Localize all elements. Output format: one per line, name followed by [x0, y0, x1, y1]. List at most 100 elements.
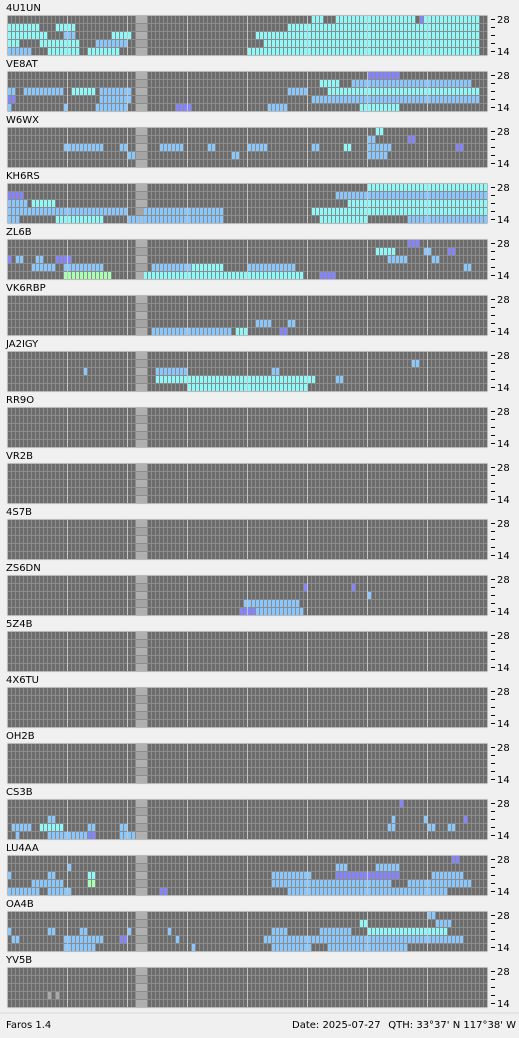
- spot-cell: [200, 264, 203, 271]
- spot-cell: [52, 928, 55, 935]
- spot-cell: [388, 80, 391, 87]
- spot-cell: [16, 32, 19, 39]
- spot-cell: [264, 608, 267, 615]
- spot-cell: [68, 24, 71, 31]
- spot-cell: [424, 880, 427, 887]
- spot-cell: [324, 216, 327, 223]
- spot-cell: [164, 264, 167, 271]
- spot-cell: [420, 208, 423, 215]
- spot-cell: [128, 88, 131, 95]
- spot-cell: [40, 208, 43, 215]
- spot-cell: [276, 880, 279, 887]
- spot-cell: [180, 368, 183, 375]
- spot-cell: [464, 816, 467, 823]
- spot-cell: [452, 96, 455, 103]
- spot-cell: [372, 32, 375, 39]
- date: Date: 2025-07-27: [292, 1020, 381, 1031]
- spot-cell: [412, 136, 415, 143]
- spot-cell: [352, 888, 355, 895]
- now-marker: [136, 32, 147, 39]
- spot-cell: [428, 928, 431, 935]
- spot-cell: [76, 48, 79, 55]
- spot-cell: [84, 88, 87, 95]
- spot-cell: [272, 928, 275, 935]
- spot-cell: [456, 96, 459, 103]
- spot-cell: [44, 264, 47, 271]
- spot-cell: [64, 104, 67, 111]
- spot-cell: [276, 32, 279, 39]
- spot-cell: [456, 16, 459, 23]
- spot-cell: [164, 144, 167, 151]
- spot-cell: [28, 32, 31, 39]
- spot-cell: [312, 40, 315, 47]
- spot-cell: [388, 88, 391, 95]
- spot-cell: [92, 872, 95, 879]
- spot-cell: [100, 216, 103, 223]
- spot-cell: [368, 208, 371, 215]
- spot-cell: [52, 872, 55, 879]
- spot-cell: [88, 936, 91, 943]
- spot-cell: [224, 328, 227, 335]
- spot-cell: [484, 200, 487, 207]
- band-label-top: 28: [497, 967, 510, 978]
- spot-cell: [400, 24, 403, 31]
- spot-cell: [312, 24, 315, 31]
- spot-cell: [400, 256, 403, 263]
- spot-cell: [444, 96, 447, 103]
- spot-cell: [412, 48, 415, 55]
- spot-cell: [324, 936, 327, 943]
- spot-cell: [252, 48, 255, 55]
- spot-cell: [444, 216, 447, 223]
- spot-cell: [44, 200, 47, 207]
- spot-cell: [68, 936, 71, 943]
- now-marker: [136, 856, 147, 863]
- spot-cell: [80, 272, 83, 279]
- spot-cell: [276, 40, 279, 47]
- spot-cell: [380, 152, 383, 159]
- spot-cell: [308, 376, 311, 383]
- spot-cell: [76, 40, 79, 47]
- spot-cell: [48, 40, 51, 47]
- spot-cell: [448, 824, 451, 831]
- spot-cell: [264, 600, 267, 607]
- spot-cell: [168, 368, 171, 375]
- spot-cell: [52, 200, 55, 207]
- spot-cell: [272, 384, 275, 391]
- spot-cell: [180, 216, 183, 223]
- spot-cell: [296, 936, 299, 943]
- band-label-top: 28: [497, 183, 510, 194]
- spot-cell: [340, 48, 343, 55]
- spot-cell: [472, 88, 475, 95]
- spot-cell: [412, 40, 415, 47]
- spot-cell: [268, 384, 271, 391]
- spot-cell: [412, 200, 415, 207]
- spot-cell: [68, 272, 71, 279]
- spot-cell: [300, 872, 303, 879]
- spot-cell: [248, 48, 251, 55]
- spot-cell: [68, 944, 71, 951]
- spot-cell: [472, 216, 475, 223]
- spot-cell: [368, 104, 371, 111]
- spot-cell: [324, 272, 327, 279]
- spot-cell: [216, 264, 219, 271]
- spot-cell: [268, 104, 271, 111]
- spot-cell: [364, 40, 367, 47]
- spot-cell: [56, 992, 59, 999]
- spot-cell: [436, 80, 439, 87]
- spot-cell: [400, 48, 403, 55]
- spot-cell: [432, 184, 435, 191]
- spot-cell: [84, 944, 87, 951]
- spot-cell: [380, 128, 383, 135]
- spot-cell: [476, 192, 479, 199]
- spot-cell: [108, 40, 111, 47]
- spot-cell: [48, 992, 51, 999]
- spot-cell: [400, 800, 403, 807]
- band-label-top: 28: [497, 519, 510, 530]
- band-label-bottom: 14: [497, 551, 510, 562]
- spot-cell: [412, 184, 415, 191]
- spot-cell: [440, 48, 443, 55]
- spot-cell: [392, 72, 395, 79]
- spot-cell: [128, 832, 131, 839]
- spot-cell: [256, 264, 259, 271]
- spot-cell: [384, 248, 387, 255]
